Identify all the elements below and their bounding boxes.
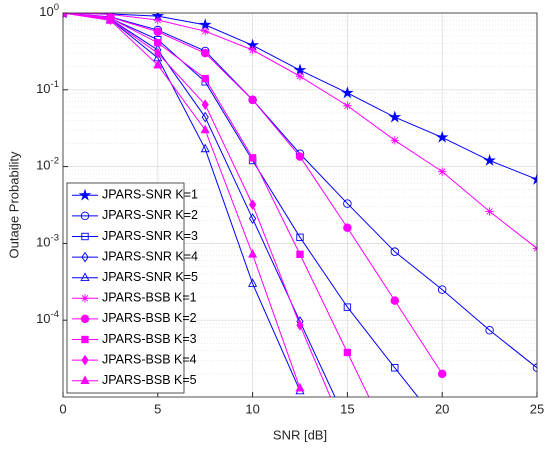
marker: [80, 294, 90, 303]
marker: [200, 48, 210, 58]
marker: [200, 124, 210, 134]
marker: [81, 335, 89, 344]
marker: [249, 213, 257, 225]
marker: [249, 199, 257, 210]
x-tick-label: 5: [154, 401, 161, 416]
marker: [530, 172, 537, 185]
legend-label: JPARS-BSB K=2: [102, 311, 197, 325]
legend-label: JPARS-SNR K=5: [102, 270, 198, 284]
y-tick-label: 10-2: [36, 155, 59, 173]
marker: [390, 136, 399, 145]
marker: [248, 154, 257, 162]
legend-label: JPARS-BSB K=1: [102, 291, 197, 305]
x-tick-label: 20: [435, 401, 449, 416]
marker: [388, 110, 402, 123]
legend-label: JPARS-SNR K=3: [102, 229, 198, 243]
marker: [437, 285, 447, 294]
marker: [343, 199, 352, 208]
marker: [391, 364, 399, 372]
marker: [344, 433, 350, 442]
y-tick-label: 10-1: [36, 78, 59, 96]
marker: [248, 249, 258, 258]
marker: [295, 382, 305, 392]
marker: [532, 363, 537, 373]
y-tick-label: 10-3: [36, 232, 59, 250]
marker: [483, 153, 496, 166]
y-tick-label: 100: [39, 2, 59, 20]
marker: [343, 348, 352, 357]
legend-label: JPARS-SNR K=1: [102, 188, 198, 202]
marker: [437, 369, 447, 379]
axes-box: [62, 12, 538, 398]
marker: [343, 223, 352, 232]
marker: [154, 47, 162, 59]
marker: [80, 375, 90, 384]
x-tick-label: 10: [245, 401, 259, 416]
marker: [153, 15, 162, 25]
series-line: [63, 13, 370, 397]
marker: [438, 167, 447, 176]
y-axis-label: Outage Probability: [6, 151, 21, 258]
marker: [154, 39, 162, 47]
marker: [81, 232, 89, 241]
marker: [248, 95, 257, 105]
marker: [201, 99, 209, 111]
marker: [435, 130, 449, 143]
marker: [201, 26, 210, 36]
marker: [153, 27, 163, 36]
marker: [344, 419, 350, 428]
series-line: [63, 13, 301, 389]
marker: [295, 152, 305, 161]
marker: [390, 247, 400, 256]
legend-label: JPARS-SNR K=4: [102, 249, 198, 263]
marker: [200, 143, 210, 153]
marker: [105, 15, 115, 24]
marker: [341, 86, 354, 99]
marker: [198, 18, 212, 31]
marker: [439, 424, 445, 430]
legend-label: JPARS-SNR K=2: [102, 208, 198, 222]
marker: [485, 325, 494, 335]
marker: [343, 101, 352, 110]
legend-label: JPARS-BSB K=4: [102, 352, 197, 366]
marker: [343, 303, 352, 311]
marker: [80, 211, 90, 221]
marker: [81, 354, 89, 366]
marker: [78, 188, 92, 201]
x-tick-label: 25: [530, 401, 544, 416]
x-tick-label: 15: [340, 401, 354, 416]
marker: [80, 314, 90, 324]
marker: [295, 72, 305, 81]
marker: [248, 45, 257, 55]
marker: [390, 296, 400, 305]
x-axis-label: SNR [dB]: [273, 427, 327, 442]
marker: [201, 111, 209, 123]
marker: [201, 74, 209, 83]
marker: [296, 250, 304, 259]
legend-label: JPARS-BSB K=3: [102, 332, 197, 346]
marker: [296, 319, 304, 331]
marker: [81, 251, 89, 263]
marker: [485, 207, 494, 216]
x-tick-label: 0: [59, 401, 66, 416]
legend-label: JPARS-BSB K=5: [102, 373, 197, 387]
marker: [80, 272, 90, 281]
marker: [153, 59, 163, 69]
y-tick-label: 10-4: [36, 309, 59, 327]
marker: [296, 233, 304, 241]
marker: [248, 278, 258, 287]
